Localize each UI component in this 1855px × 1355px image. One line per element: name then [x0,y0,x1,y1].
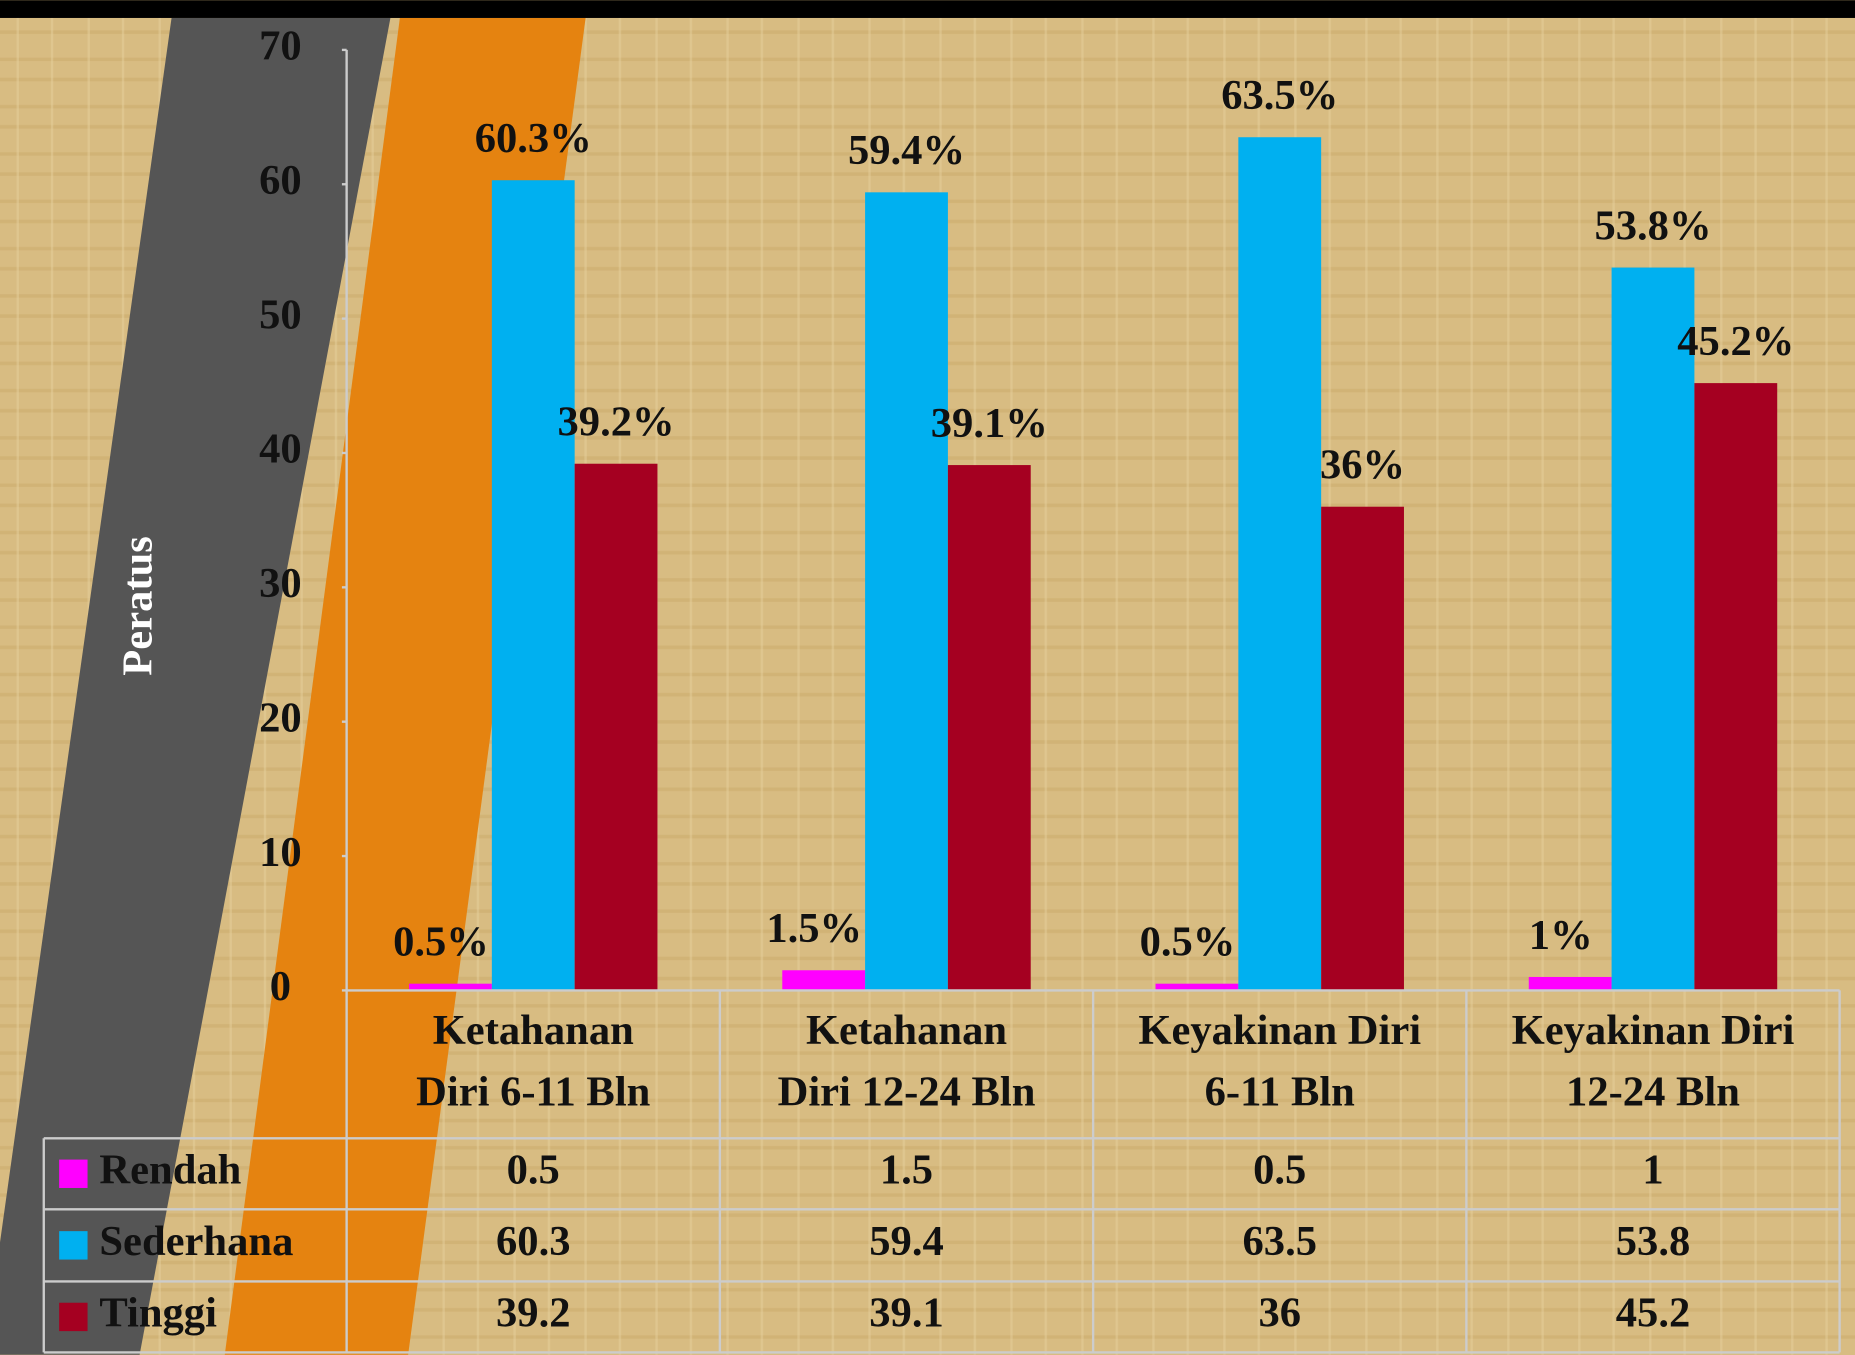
data-label: 45.2% [1677,318,1794,365]
table-value: 39.2 [496,1290,571,1337]
data-label: 59.4% [848,127,965,174]
category-label: Ketahanan [433,1007,634,1054]
bar [1238,137,1321,990]
category-label: Keyakinan Diri [1138,1007,1421,1054]
data-label: 1% [1529,912,1593,959]
table-value: 63.5 [1242,1218,1317,1265]
table-value: 53.8 [1616,1218,1691,1265]
data-label: 36% [1320,442,1405,489]
legend-swatch [59,1231,87,1259]
legend-label: Rendah [99,1147,241,1194]
data-label: 60.3% [475,115,592,162]
page: Peratus 0 10 20 30 40 50 60 70 0.5% 1.5% 0.5% 1% 60.… [0,0,1855,1355]
category-label: Ketahanan [806,1007,1007,1054]
y-axis-label: Peratus [115,536,162,676]
bar [575,464,658,991]
table-value: 45.2 [1616,1290,1691,1337]
data-label: 0.5% [393,919,489,966]
table-value: 1.5 [880,1147,933,1194]
category-label: 12-24 Bln [1566,1068,1740,1115]
category-label: Diri 6-11 Bln [416,1068,651,1115]
bar [1612,268,1695,991]
bar [1529,977,1612,990]
legend-label: Sederhana [99,1218,293,1265]
category-label: Keyakinan Diri [1512,1007,1795,1054]
y-tick-label: 60 [259,157,302,204]
table-value: 59.4 [869,1218,944,1265]
y-tick-label: 20 [259,694,302,741]
bar [492,180,575,990]
data-label: 39.2% [558,399,675,446]
table-value: 0.5 [507,1147,560,1194]
table-value: 1 [1642,1147,1663,1194]
legend-swatch [59,1303,87,1331]
bar [948,465,1031,990]
bar [1321,507,1404,991]
table-value: 36 [1258,1290,1301,1337]
data-label: 1.5% [766,905,862,952]
data-label: 63.5% [1221,72,1338,119]
legend-swatch [59,1160,87,1188]
chart: Peratus 0 10 20 30 40 50 60 70 0.5% 1.5% 0.5% 1% 60.… [0,0,1855,1355]
y-tick-label: 10 [259,829,302,876]
legend-label: Tinggi [99,1290,217,1337]
data-label: 39.1% [931,400,1048,447]
data-label: 53.8% [1594,202,1711,249]
y-tick-label: 70 [259,23,302,70]
header-bar [0,0,1855,18]
table-value: 39.1 [869,1290,944,1337]
y-tick-label: 30 [259,560,302,607]
bar [1694,383,1777,990]
y-tick-label: 0 [270,963,291,1010]
bar [782,970,865,990]
table-value: 0.5 [1253,1147,1306,1194]
y-tick-label: 40 [259,426,302,473]
y-tick-label: 50 [259,291,302,338]
bar [865,192,948,990]
table-value: 60.3 [496,1218,571,1265]
category-label: 6-11 Bln [1205,1068,1356,1115]
category-label: Diri 12-24 Bln [778,1068,1036,1115]
data-label: 0.5% [1140,919,1236,966]
